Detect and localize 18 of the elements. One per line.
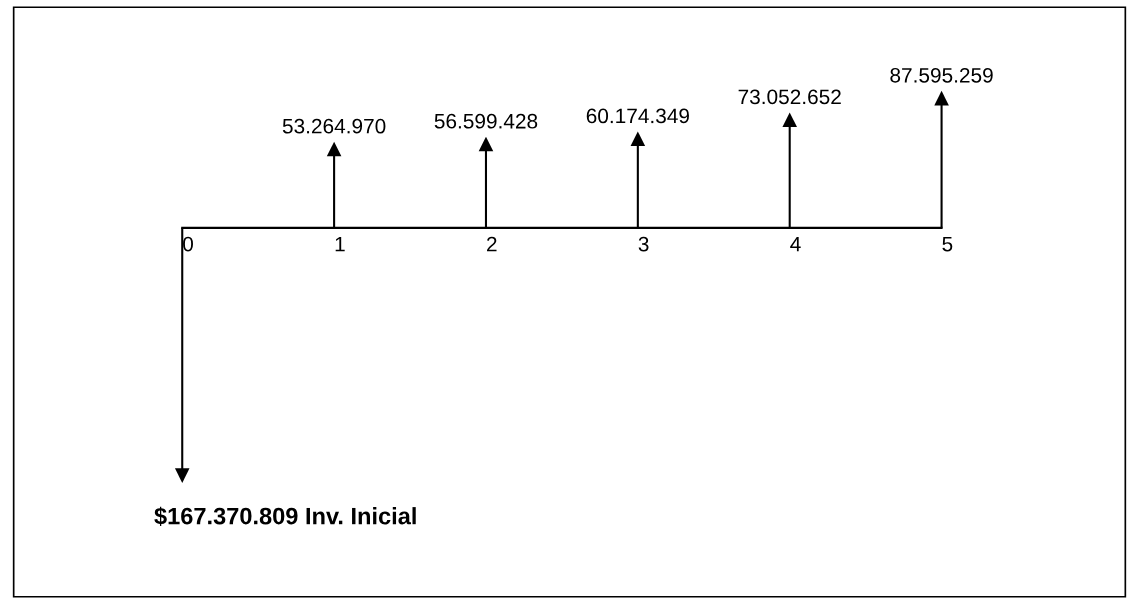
- data-label: 56.599.428: [434, 113, 538, 129]
- data-label: 60.174.349: [586, 108, 689, 124]
- x-tick-label: 3: [638, 236, 649, 252]
- x-tick-label: 2: [487, 236, 497, 252]
- data-label: 53.264.970: [282, 118, 386, 134]
- point: [174, 468, 190, 483]
- point: [478, 136, 494, 152]
- point: [782, 112, 797, 127]
- x-tick-label: 1: [335, 236, 345, 252]
- text: $167.370.809 Inv. Inicial: [154, 506, 416, 526]
- x-tick-label: 4: [790, 236, 801, 252]
- point: [630, 131, 646, 147]
- x-tick-label: 5: [942, 236, 953, 252]
- point: [934, 90, 949, 106]
- data-label: 73.052.652: [738, 89, 841, 105]
- point: [326, 141, 342, 157]
- data-label: 87.595.259: [890, 67, 993, 83]
- x-tick-label: 0: [183, 236, 194, 252]
